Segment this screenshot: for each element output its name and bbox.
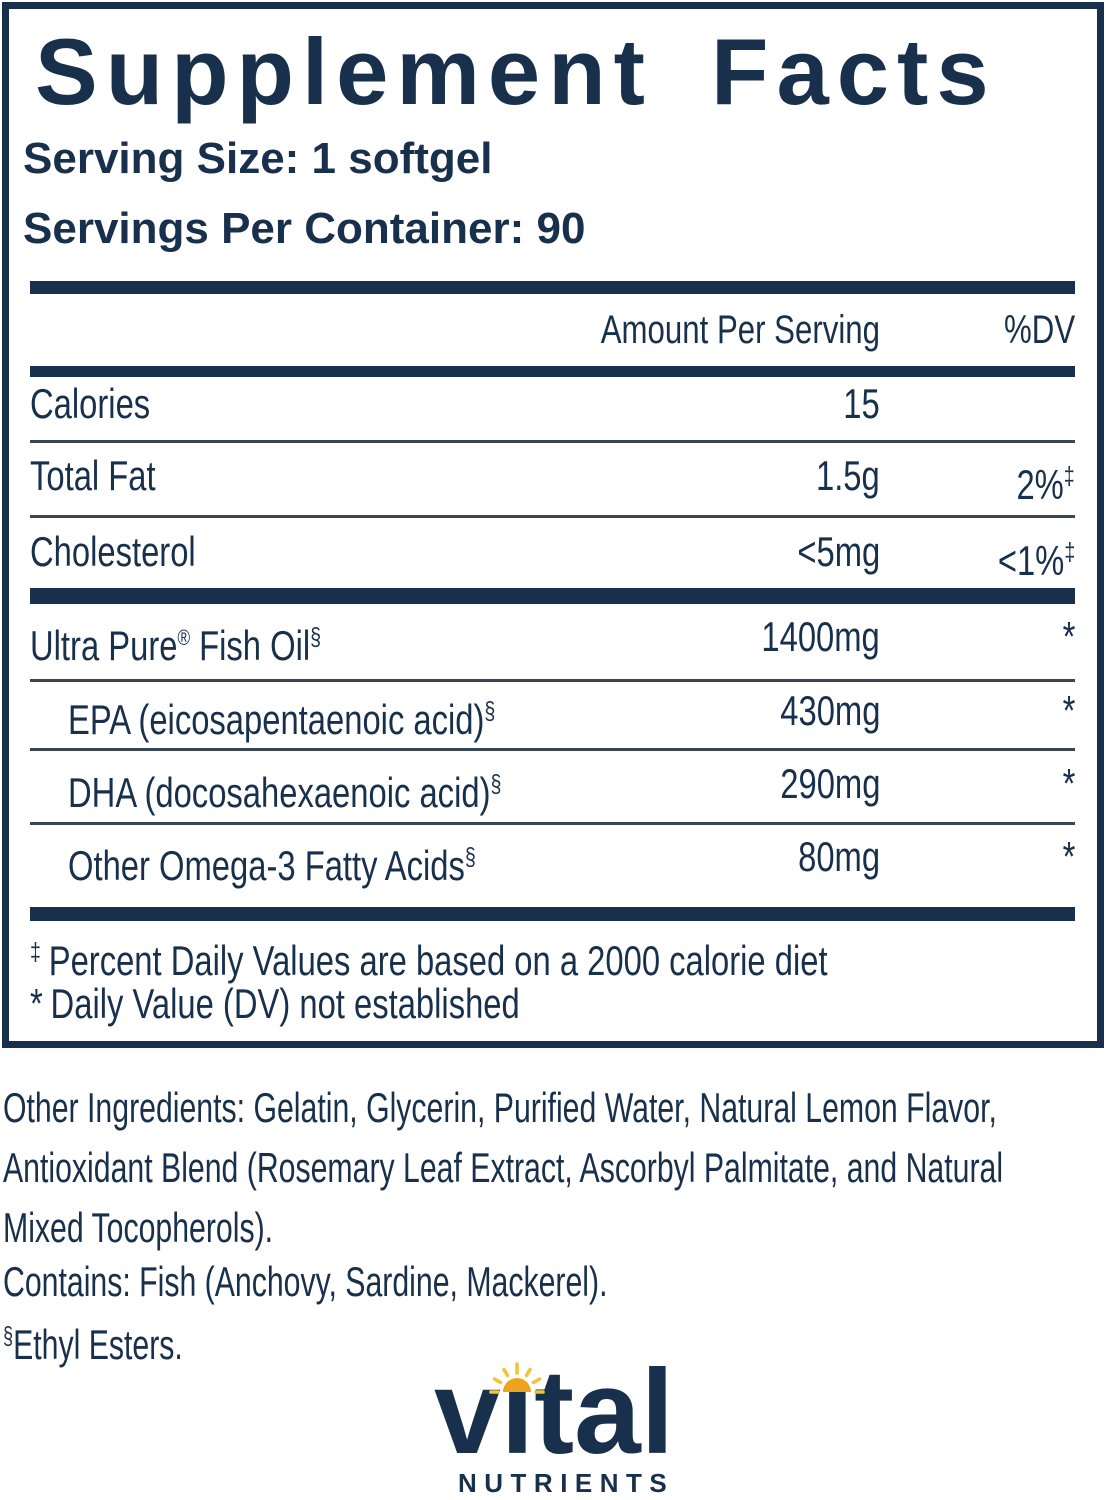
other-ingredients-line: Mixed Tocopherols). (3, 1204, 274, 1251)
row-amount: 1400mg (761, 613, 880, 660)
row-separator (30, 748, 1075, 751)
panel-title: Supplement Facts (35, 19, 997, 124)
other-ingredients: Other Ingredients: Gelatin, Glycerin, Pu… (3, 1078, 1106, 1258)
registered-mark: ® (177, 625, 191, 650)
table-row-epa: EPA (eicosapentaenoic acid)§ 430mg * (30, 687, 1075, 743)
row-label: EPA (eicosapentaenoic acid)§ (68, 696, 496, 743)
row-separator (30, 822, 1075, 825)
brand-subtext: NUTRIENTS (458, 1468, 675, 1498)
row-dv: * (1062, 613, 1075, 660)
column-header-row: Amount Per Serving %DV (30, 307, 1075, 357)
row-dv: <1%‡ (997, 537, 1075, 584)
section-marker: § (490, 770, 502, 798)
divider-bar-mid (30, 588, 1075, 604)
amount-header-cell: Amount Per Serving (522, 307, 880, 353)
row-separator (30, 679, 1075, 682)
dv-header-cell: %DV (984, 307, 1075, 353)
table-row-other-omega3: Other Omega-3 Fatty Acids§ 80mg * (30, 833, 1075, 889)
contains-statement: Contains: Fish (Anchovy, Sardine, Macker… (3, 1258, 608, 1305)
amount-header: Amount Per Serving (600, 308, 880, 352)
ethyl-esters-text: Ethyl Esters. (13, 1321, 183, 1368)
serving-size: Serving Size: 1 softgel (23, 134, 493, 183)
table-row-dha: DHA (docosahexaenoic acid)§ 290mg * (30, 760, 1075, 816)
row-label: Total Fat (30, 452, 156, 499)
other-ingredients-line: Antioxidant Blend (Rosemary Leaf Extract… (3, 1144, 1004, 1191)
footnote-daily-values: ‡ Percent Daily Values are based on a 200… (30, 929, 1075, 984)
footnote-text: Percent Daily Values are based on a 2000… (48, 937, 828, 984)
table-row-fish-oil: Ultra Pure® Fish Oil§ 1400mg * (30, 613, 1075, 669)
footnote-marker: ‡ (1064, 462, 1075, 490)
dv-header: %DV (1003, 308, 1075, 352)
servings-per-container: Servings Per Container: 90 (23, 204, 586, 253)
footnote-marker: * (30, 980, 43, 1027)
footnote-marker: ‡ (30, 938, 41, 966)
row-dv: * (1062, 687, 1075, 734)
row-amount: 15 (843, 380, 880, 427)
supplement-facts-panel: Supplement Facts Serving Size: 1 softgel… (2, 2, 1104, 1048)
ethyl-esters-note: §Ethyl Esters. (3, 1306, 253, 1375)
row-amount: 430mg (779, 687, 880, 734)
row-label: Cholesterol (30, 528, 196, 575)
divider-bar-top (30, 281, 1075, 294)
row-amount: 290mg (779, 760, 880, 807)
section-marker: § (3, 1322, 14, 1350)
row-label: Other Omega-3 Fatty Acids§ (68, 842, 476, 889)
brand-wordmark: vital (434, 1345, 675, 1479)
row-label: DHA (docosahexaenoic acid)§ (68, 769, 502, 816)
footnote-dv-not-established: * Daily Value (DV) not established (30, 981, 1075, 1031)
section-marker: § (484, 697, 496, 725)
row-dv: * (1062, 760, 1075, 807)
footnote-marker: ‡ (1064, 538, 1075, 566)
sun-icon (489, 1362, 545, 1394)
row-label: Ultra Pure® Fish Oil§ (30, 622, 322, 669)
table-row-total-fat: Total Fat 1.5g 2%‡ (30, 452, 1075, 508)
divider-bar-bottom (30, 907, 1075, 921)
row-dv: * (1062, 833, 1075, 880)
table-row-calories: Calories 15 (30, 381, 1075, 431)
section-marker: § (464, 843, 476, 871)
vital-nutrients-logo: vital NUTRIENTS (0, 1350, 1106, 1500)
row-label: Calories (30, 380, 151, 427)
other-ingredients-line: Other Ingredients: Gelatin, Glycerin, Pu… (3, 1084, 997, 1131)
row-amount: 80mg (798, 833, 880, 880)
row-amount: 1.5g (816, 452, 880, 499)
divider-bar-under-header (30, 366, 1075, 377)
table-row-cholesterol: Cholesterol <5mg <1%‡ (30, 528, 1075, 584)
row-dv: 2%‡ (1016, 461, 1075, 508)
row-amount: <5mg (797, 528, 880, 575)
footnote-text: Daily Value (DV) not established (50, 980, 520, 1027)
row-separator (30, 440, 1075, 443)
row-separator (30, 515, 1075, 518)
section-marker: § (310, 623, 322, 651)
